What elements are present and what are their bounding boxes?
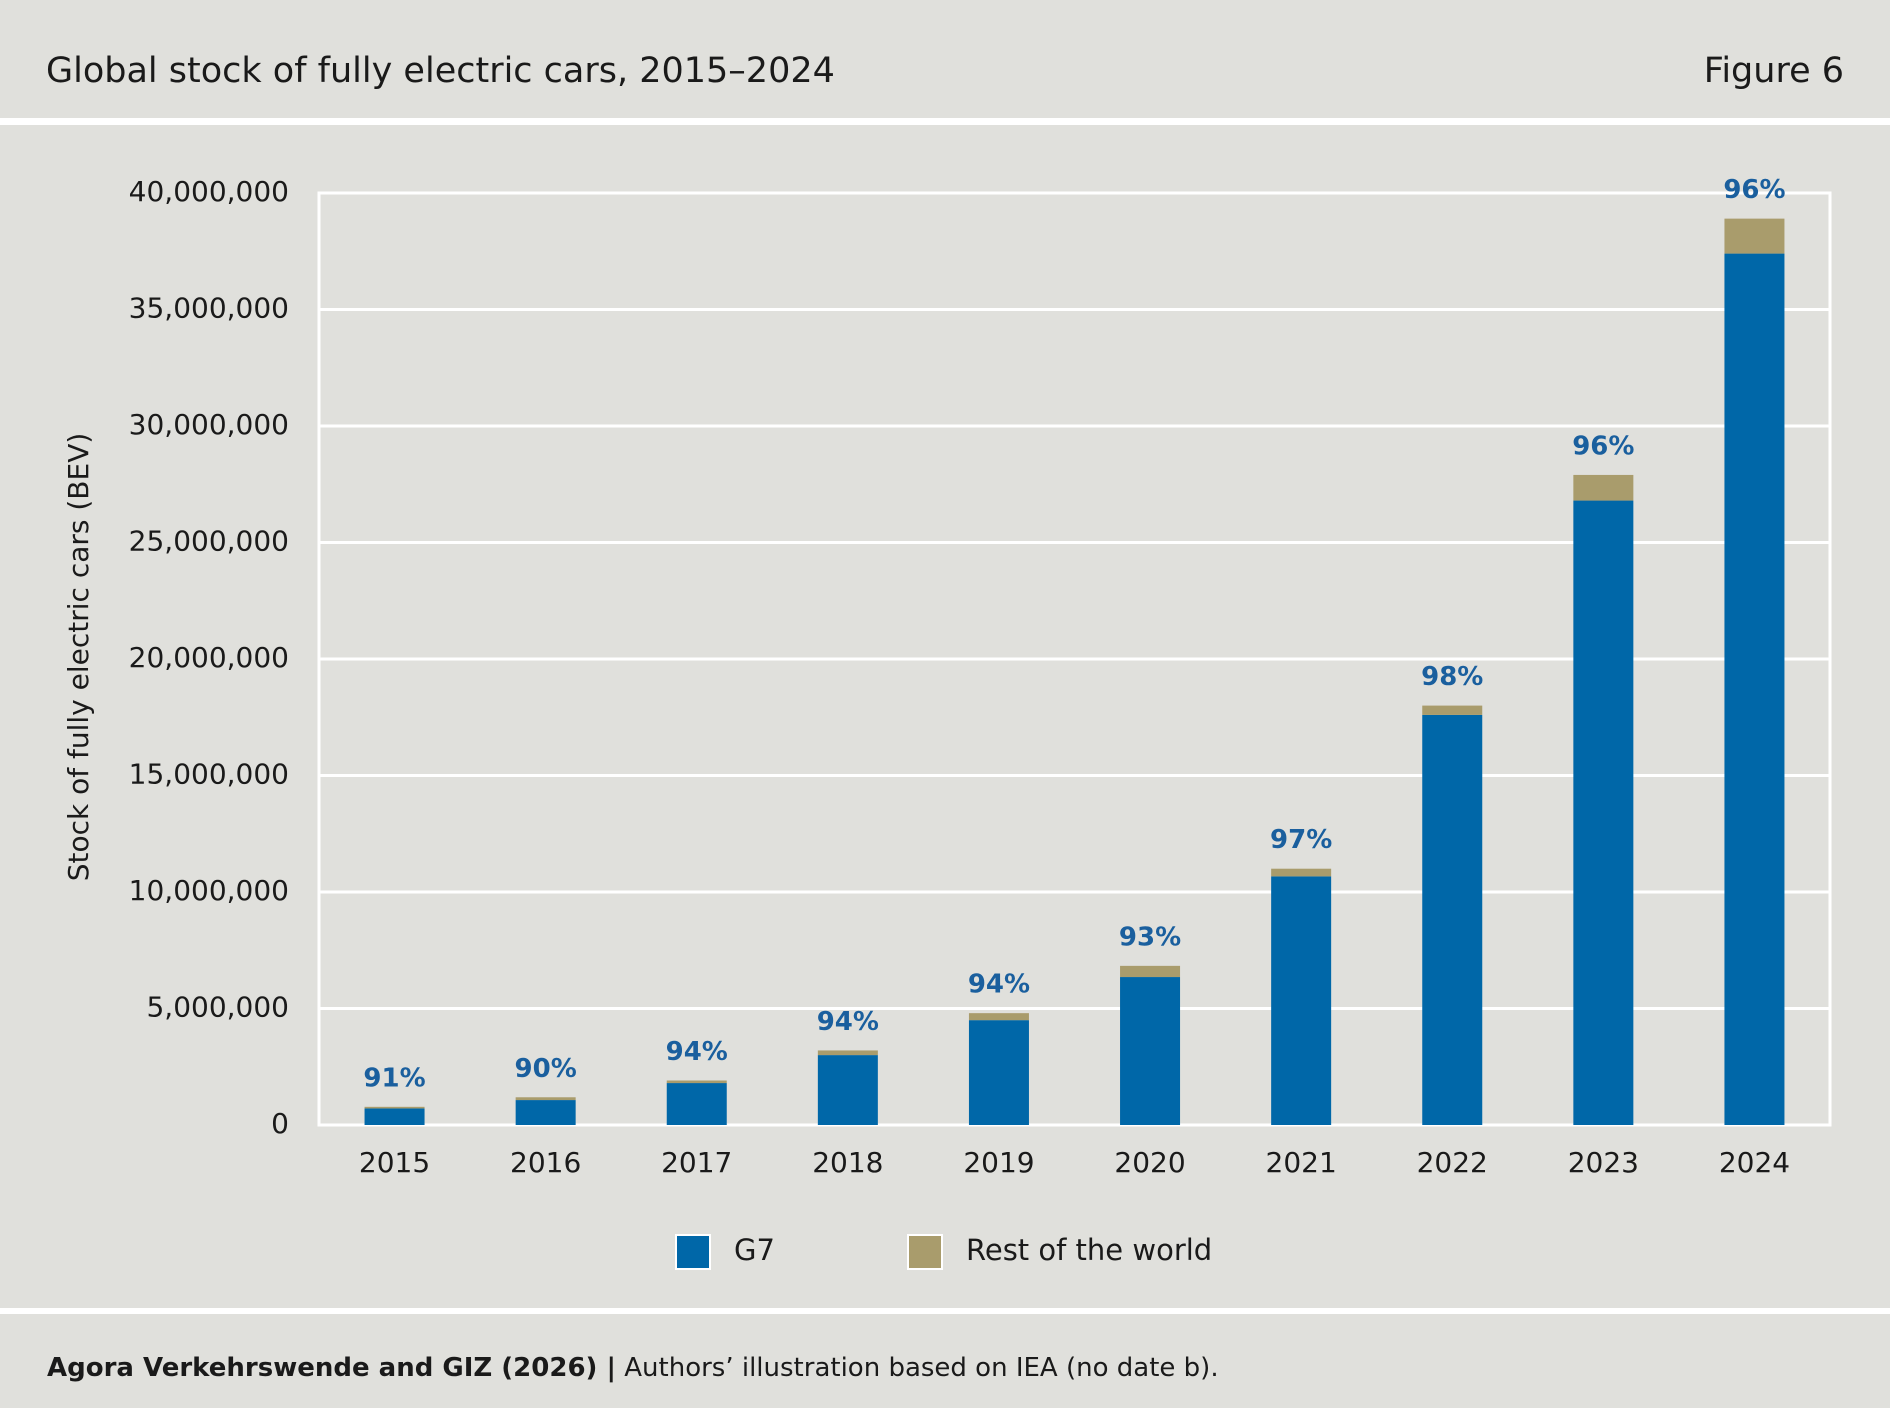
header-rule — [0, 118, 1890, 125]
legend-swatch — [907, 1234, 943, 1270]
bar-segment — [364, 1108, 425, 1125]
share-label: 93% — [1119, 922, 1181, 952]
share-label: 97% — [1270, 825, 1332, 855]
bar-segment — [1422, 714, 1483, 1125]
bar-segment — [1724, 218, 1785, 254]
y-tick-label: 35,000,000 — [129, 292, 289, 325]
source-bold: Agora Verkehrswende and GIZ (2026) | — [47, 1353, 616, 1383]
x-tick-label: 2018 — [812, 1146, 883, 1179]
x-tick-label: 2017 — [661, 1146, 732, 1179]
share-label: 98% — [1421, 662, 1483, 692]
x-tick-label: 2023 — [1568, 1146, 1639, 1179]
bar-segment — [1271, 868, 1332, 877]
share-label: 96% — [1572, 431, 1634, 461]
bar-segment — [968, 1013, 1029, 1021]
legend-label: G7 — [734, 1233, 775, 1267]
bar-segment — [1120, 977, 1181, 1125]
bar-segment — [515, 1097, 576, 1101]
y-tick-label: 20,000,000 — [129, 641, 289, 674]
bar-segment — [364, 1106, 425, 1109]
footer-rule — [0, 1308, 1890, 1314]
legend-swatch — [675, 1234, 711, 1270]
x-tick-label: 2016 — [510, 1146, 581, 1179]
figure-number: Figure 6 — [1704, 51, 1844, 91]
plot-frame — [317, 191, 1832, 1127]
y-tick-label: 25,000,000 — [129, 525, 289, 558]
y-tick-label: 40,000,000 — [129, 175, 289, 208]
chart-title: Global stock of fully electric cars, 201… — [46, 51, 835, 91]
share-label: 96% — [1723, 175, 1785, 205]
y-tick-label: 0 — [271, 1107, 289, 1140]
bar-segment — [666, 1083, 727, 1125]
bar-segment — [1120, 965, 1181, 978]
x-tick-label: 2019 — [963, 1146, 1034, 1179]
source-text: Authors’ illustration based on IEA (no d… — [624, 1353, 1218, 1383]
share-label: 91% — [363, 1063, 425, 1093]
y-tick-label: 5,000,000 — [146, 991, 289, 1024]
share-label: 94% — [666, 1037, 728, 1067]
x-tick-label: 2021 — [1266, 1146, 1337, 1179]
x-tick-label: 2024 — [1719, 1146, 1790, 1179]
y-tick-label: 15,000,000 — [129, 758, 289, 791]
bar-segment — [1573, 474, 1634, 501]
bar-segment — [1271, 876, 1332, 1125]
x-tick-label: 2022 — [1417, 1146, 1488, 1179]
x-tick-label: 2020 — [1114, 1146, 1185, 1179]
bar-segment — [817, 1050, 878, 1056]
y-axis-label: Stock of fully electric cars (BEV) — [62, 433, 95, 882]
bar-segment — [666, 1080, 727, 1084]
share-label: 94% — [968, 970, 1030, 1000]
y-tick-label: 10,000,000 — [129, 874, 289, 907]
legend-label: Rest of the world — [966, 1233, 1212, 1267]
share-label: 90% — [515, 1054, 577, 1084]
bar-segment — [1724, 253, 1785, 1125]
y-tick-label: 30,000,000 — [129, 408, 289, 441]
share-label: 94% — [817, 1007, 879, 1037]
bar-segment — [515, 1100, 576, 1125]
bar-segment — [1573, 500, 1634, 1125]
x-tick-label: 2015 — [359, 1146, 430, 1179]
source: Agora Verkehrswende and GIZ (2026) | Aut… — [47, 1353, 1219, 1383]
bar-segment — [817, 1055, 878, 1125]
bar-segment — [968, 1020, 1029, 1125]
bar-segment — [1422, 705, 1483, 715]
